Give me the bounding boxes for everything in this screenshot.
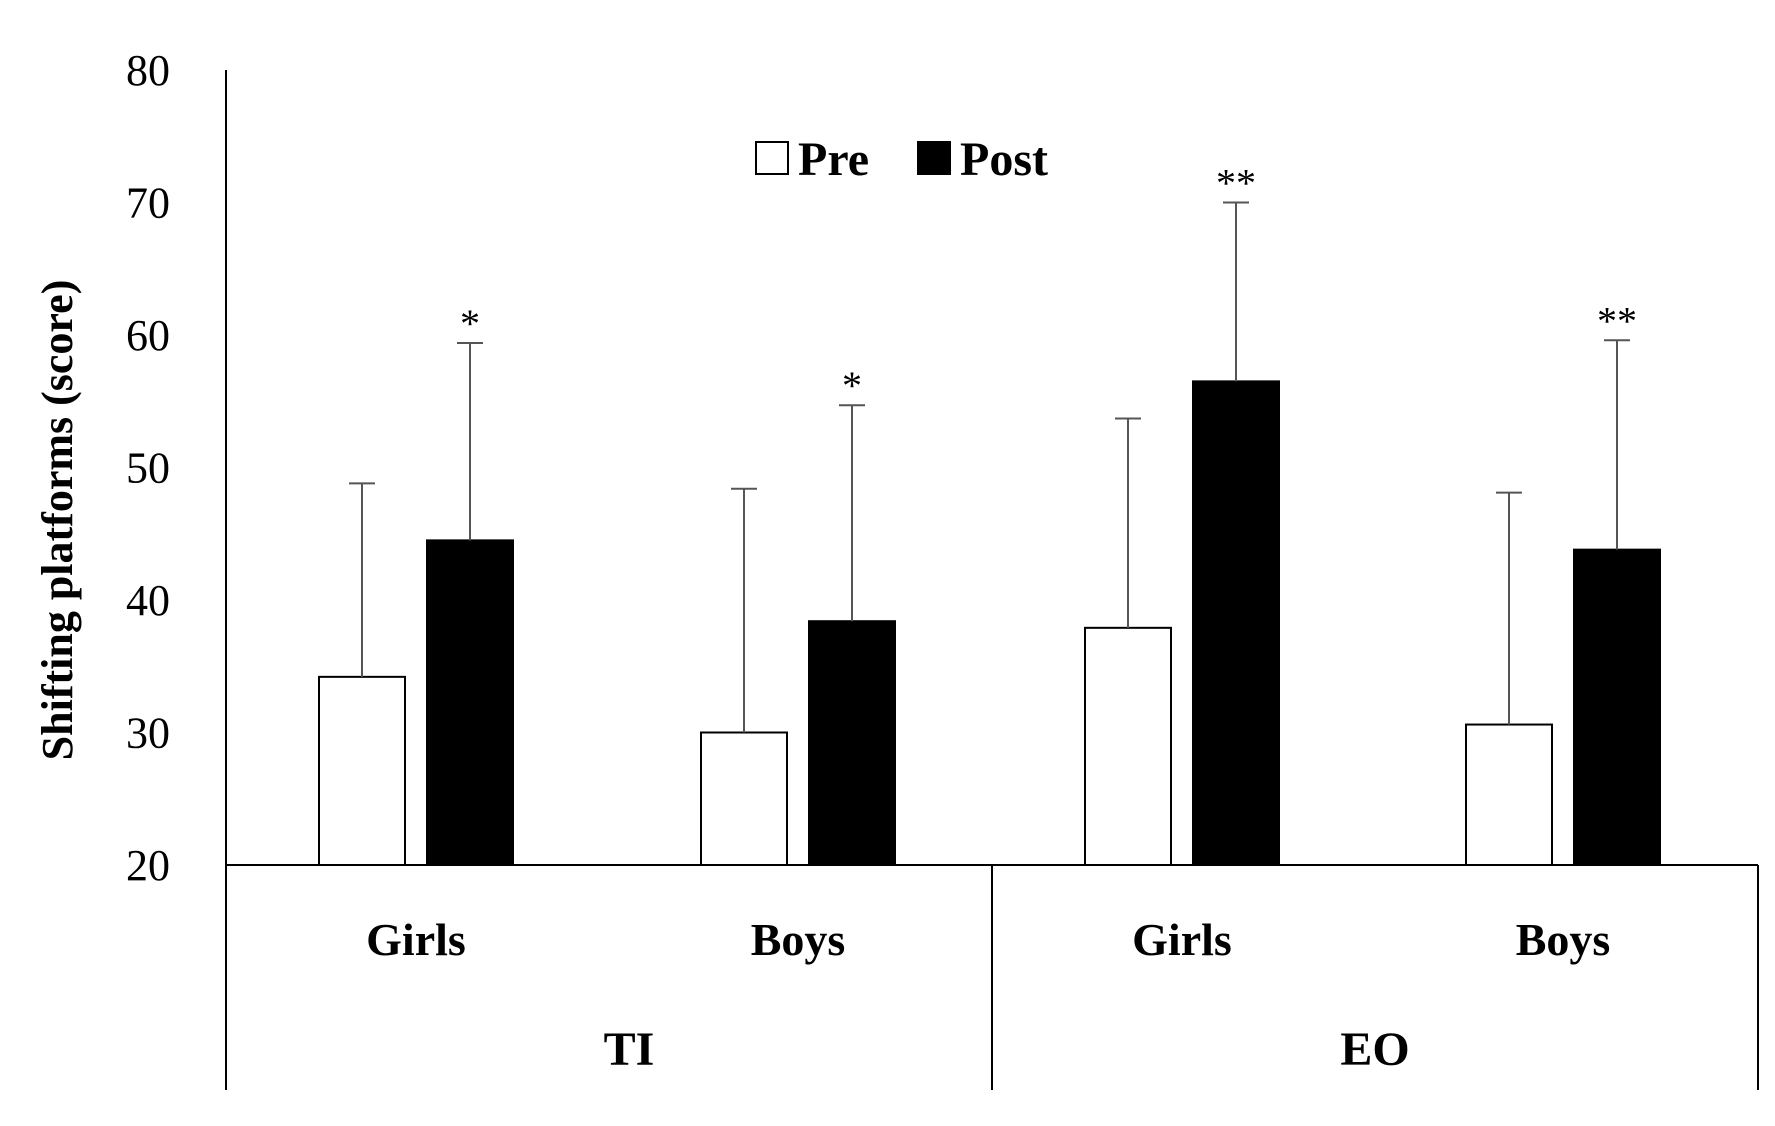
y-axis-label: Shifting platforms (score)	[33, 280, 82, 761]
bar-post-2	[1192, 380, 1280, 866]
legend-swatch-pre	[755, 141, 789, 175]
category-labels: Girls Boys Girls Boys TI EO	[366, 914, 1610, 1076]
significance-marker: *	[842, 363, 862, 408]
axes	[225, 70, 1759, 1090]
bar-pre-3	[1465, 723, 1553, 866]
category-label: Girls	[1132, 914, 1232, 965]
bar-pre-1	[700, 731, 788, 866]
bar-pre-2	[1084, 626, 1172, 867]
bar-pre-0	[318, 675, 406, 866]
group-label: EO	[1340, 1023, 1409, 1076]
significance-marker: *	[460, 301, 480, 346]
y-tick-label: 20	[126, 841, 170, 890]
y-tick-label: 80	[126, 46, 170, 95]
category-label: Boys	[1516, 914, 1611, 965]
category-label: Girls	[366, 914, 466, 965]
y-tick-label: 30	[126, 709, 170, 758]
significance-marker: **	[1216, 161, 1256, 206]
y-tick-label: 50	[126, 444, 170, 493]
group-label: TI	[604, 1023, 655, 1076]
y-tick-label: 40	[126, 576, 170, 625]
bar-post-1	[808, 620, 896, 867]
y-tick-label: 60	[126, 311, 170, 360]
legend-label-post: Post	[960, 133, 1048, 186]
y-tick-label: 70	[126, 179, 170, 228]
bar-post-0	[426, 539, 514, 866]
bar-post-3	[1573, 548, 1661, 867]
legend-swatch-post	[917, 141, 951, 175]
y-axis-ticks: 20 30 40 50 60 70 80	[126, 46, 170, 890]
legend: Pre Post	[755, 133, 1048, 186]
bars: ******	[318, 161, 1661, 867]
category-label: Boys	[751, 914, 846, 965]
significance-marker: **	[1597, 298, 1637, 343]
legend-label-pre: Pre	[798, 133, 869, 186]
